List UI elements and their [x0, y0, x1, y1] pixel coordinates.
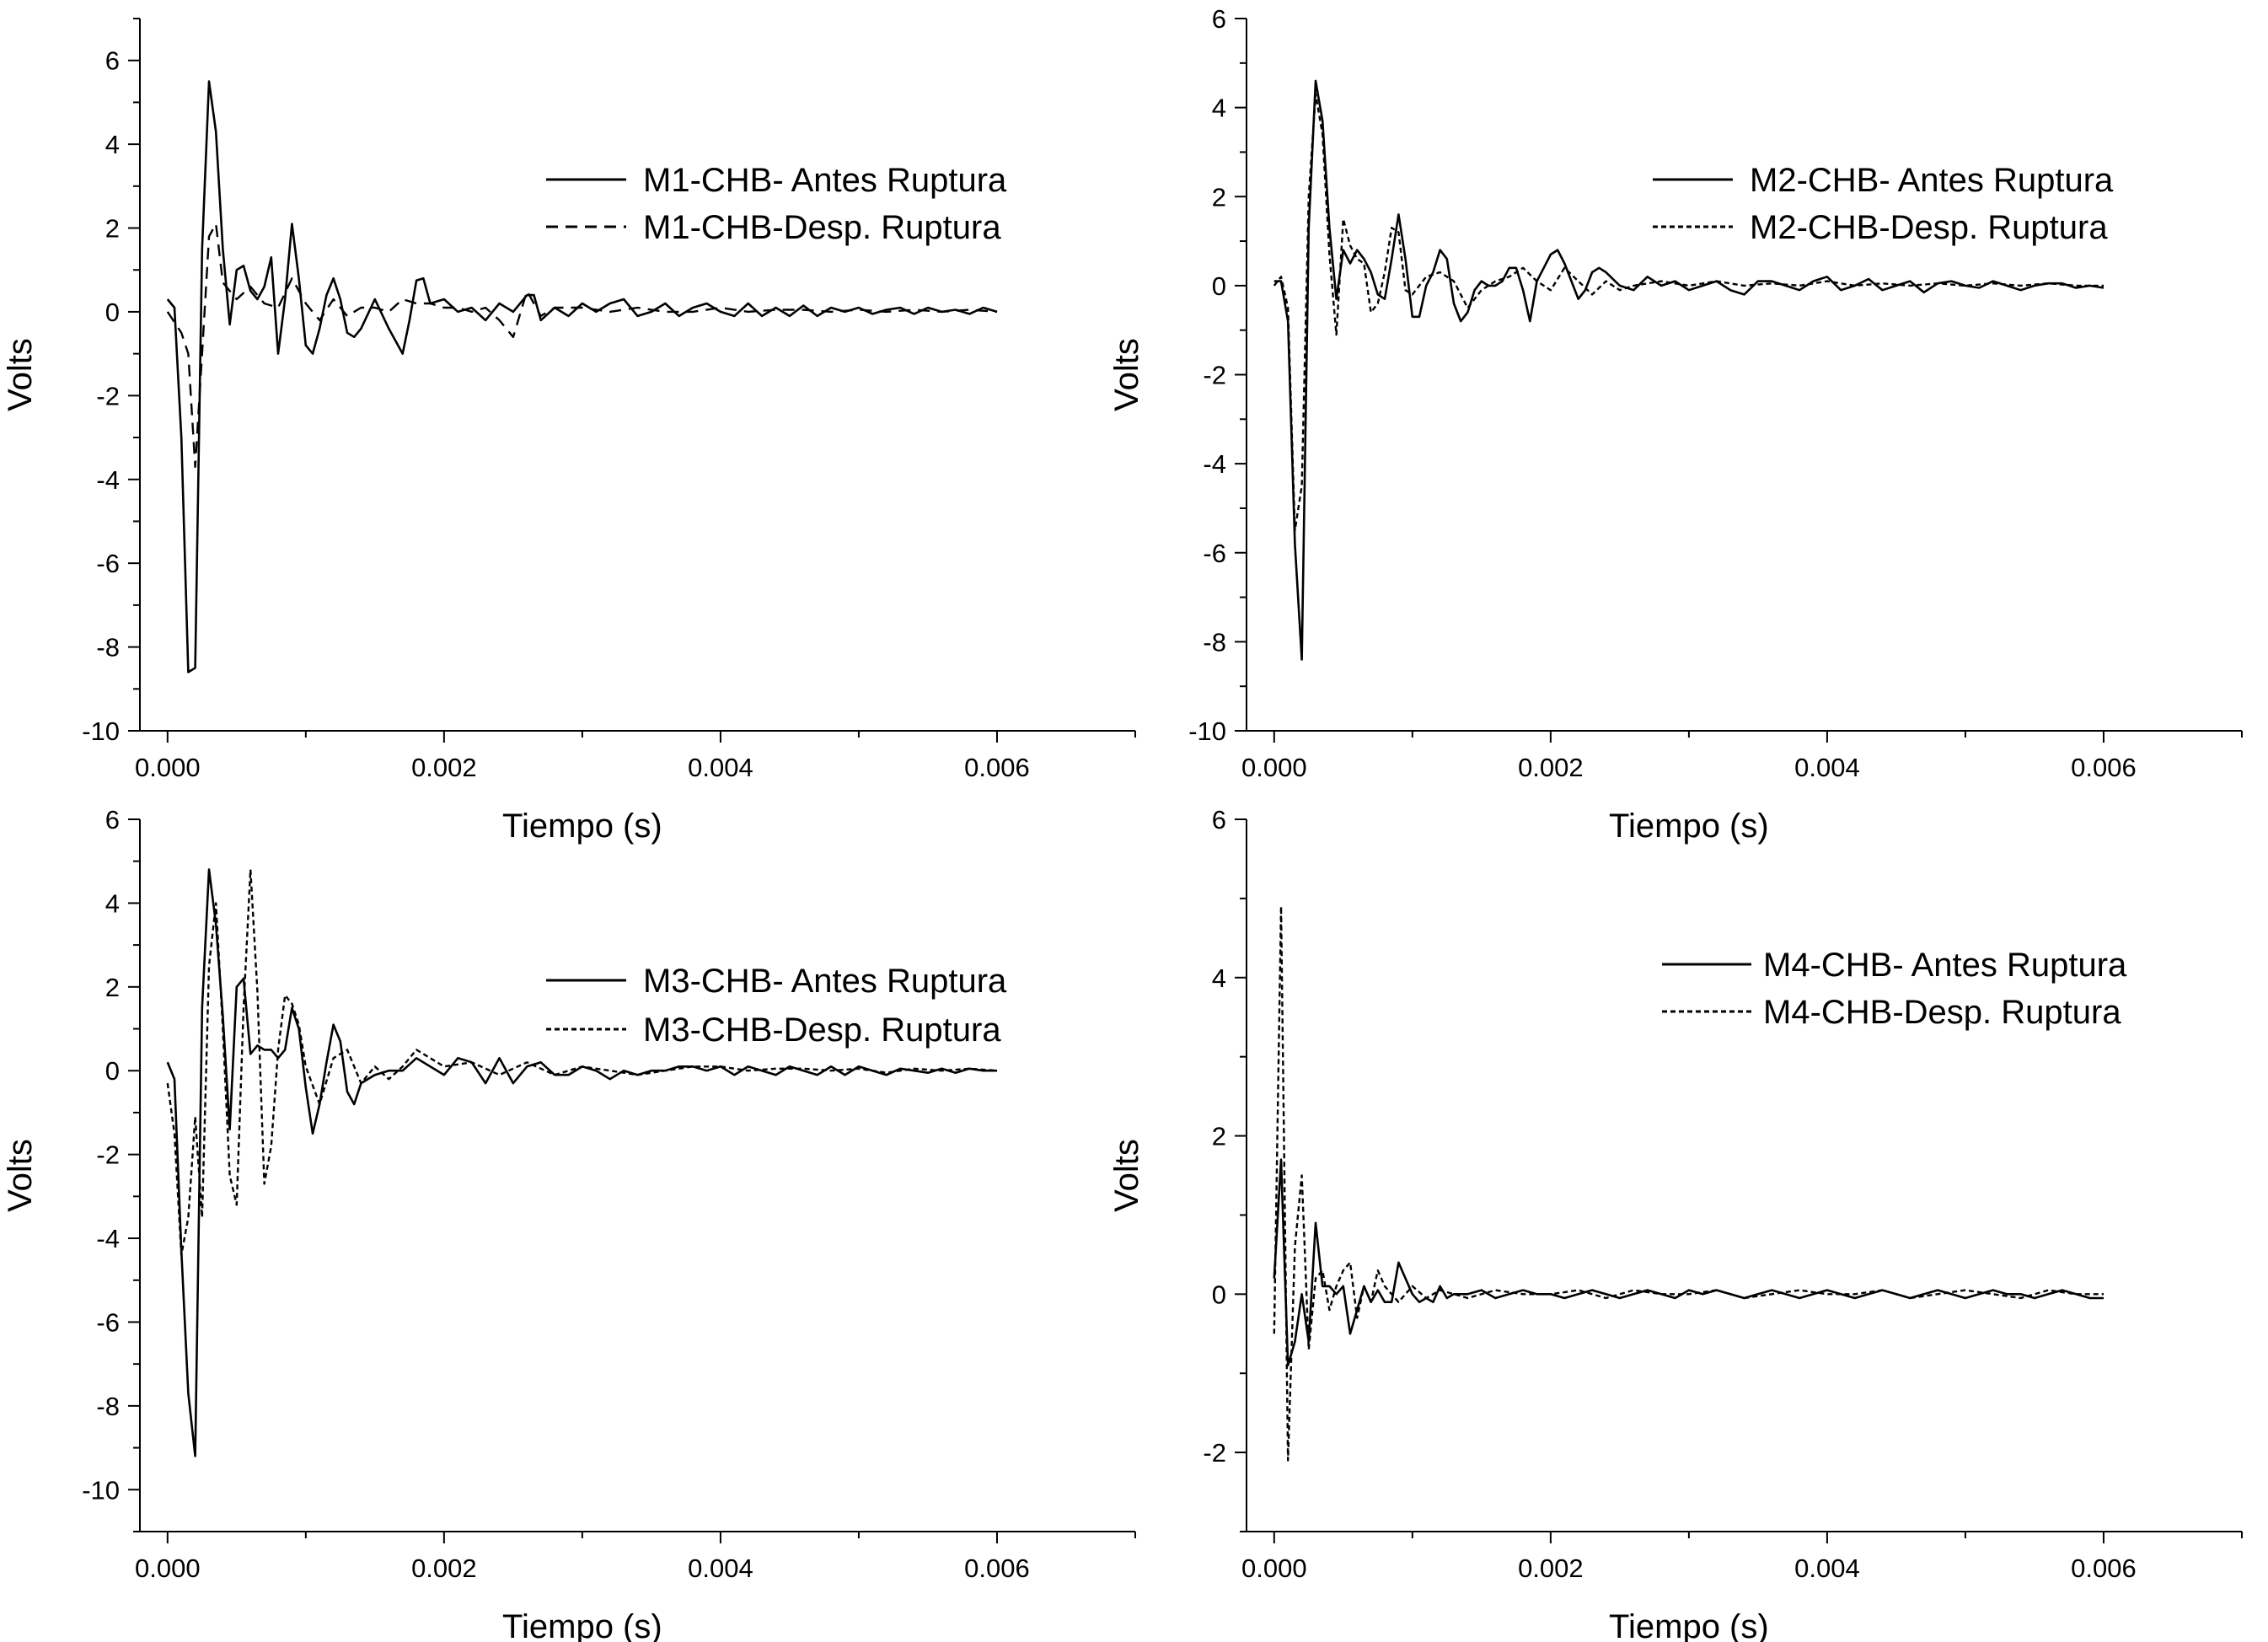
- y-tick-label: -8: [96, 633, 120, 663]
- y-tick-label: -2: [1203, 361, 1226, 390]
- legend: M1-CHB- Antes Ruptura M1-CHB-Desp. Ruptur…: [546, 162, 1007, 246]
- y-tick-labels: -10 -8 -6 -4 -2 0 2 4 6: [82, 46, 120, 746]
- y-tick-labels: -2 0 2 4 6: [1203, 805, 1226, 1468]
- legend-label: M4-CHB-Desp. Ruptura: [1763, 994, 2121, 1031]
- y-tick-label: -10: [82, 716, 120, 746]
- y-tick-label: -8: [1203, 627, 1226, 657]
- x-axis-label: Tiempo (s): [1609, 808, 1769, 845]
- tick-marks: [128, 18, 1136, 743]
- x-tick-label: 0.002: [411, 753, 477, 782]
- y-tick-label: -6: [96, 1307, 120, 1337]
- chart-panel-m2: -10 -8 -6 -4 -2 0 2 4 6 0.000 0.002 0.004 0.006 M2-…: [1108, 4, 2243, 845]
- legend-label: M3-CHB- Antes Ruptura: [643, 963, 1007, 1000]
- series-lines: [166, 80, 998, 673]
- y-tick-label: -2: [1203, 1438, 1226, 1468]
- x-tick-label: 0.004: [1794, 753, 1860, 782]
- x-tick-label: 0.004: [688, 1553, 753, 1583]
- y-tick-label: 4: [105, 888, 120, 918]
- y-tick-label: -2: [96, 1140, 120, 1170]
- x-tick-label: 0.006: [2071, 1553, 2137, 1583]
- y-tick-label: 0: [105, 298, 120, 327]
- y-tick-label: 6: [105, 805, 120, 834]
- y-axis-label: Volts: [2, 1139, 39, 1212]
- x-tick-label: 0.000: [1241, 753, 1307, 782]
- tick-marks: [1235, 18, 2243, 743]
- x-tick-label: 0.000: [1241, 1553, 1307, 1583]
- chart-panel-m4: -2 0 2 4 6 0.000 0.002 0.004 0.006 M4-CHB- Ante…: [1108, 805, 2243, 1642]
- y-tick-label: 6: [105, 46, 120, 76]
- y-tick-label: 2: [105, 973, 120, 1002]
- x-axis-label: Tiempo (s): [1609, 1608, 1769, 1642]
- tick-marks: [128, 818, 1136, 1543]
- y-tick-label: -8: [96, 1392, 120, 1421]
- legend-label: M2-CHB-Desp. Ruptura: [1750, 209, 2108, 246]
- y-tick-label: 4: [1212, 94, 1226, 123]
- x-tick-label: 0.006: [964, 1553, 1030, 1583]
- y-tick-label: -10: [82, 1475, 120, 1505]
- y-tick-label: 6: [1212, 805, 1226, 834]
- y-tick-label: 6: [1212, 4, 1226, 34]
- y-tick-label: 0: [105, 1056, 120, 1086]
- chart-panel-m3: -10 -8 -6 -4 -2 0 2 4 6 0.000 0.002 0.004 0.006 M3-…: [2, 805, 1136, 1642]
- y-tick-label: -4: [1203, 449, 1226, 479]
- legend-label: M1-CHB- Antes Ruptura: [643, 162, 1007, 199]
- x-axis-label: Tiempo (s): [502, 808, 662, 845]
- chart-panel-m1: -10 -8 -6 -4 -2 0 2 4 6 0.000 0.002 0.004 0.006 M1-…: [2, 18, 1136, 845]
- x-tick-label: 0.006: [2071, 753, 2137, 782]
- legend-label: M4-CHB- Antes Ruptura: [1763, 947, 2127, 984]
- legend-label: M3-CHB-Desp. Ruptura: [643, 1011, 1001, 1049]
- x-tick-labels: 0.000 0.002 0.004 0.006: [1241, 753, 2137, 782]
- y-tick-label: -2: [96, 381, 120, 410]
- y-tick-label: -6: [1203, 539, 1226, 568]
- legend-label: M2-CHB- Antes Ruptura: [1750, 162, 2114, 199]
- series-line-antes: [166, 80, 998, 673]
- y-tick-label: -4: [96, 1224, 120, 1253]
- x-tick-label: 0.004: [688, 753, 753, 782]
- x-axis-label: Tiempo (s): [502, 1608, 662, 1642]
- y-axis-label: Volts: [1108, 338, 1145, 411]
- y-tick-labels: -10 -8 -6 -4 -2 0 2 4 6: [82, 805, 120, 1505]
- y-tick-label: -4: [96, 465, 120, 495]
- x-tick-labels: 0.000 0.002 0.004 0.006: [135, 753, 1030, 782]
- x-tick-label: 0.006: [964, 753, 1030, 782]
- y-axis-label: Volts: [2, 338, 39, 411]
- y-tick-label: -6: [96, 549, 120, 578]
- y-tick-label: 2: [1212, 1122, 1226, 1151]
- y-tick-label: 4: [1212, 963, 1226, 993]
- y-tick-label: 0: [1212, 1280, 1226, 1309]
- y-tick-labels: -10 -8 -6 -4 -2 0 2 4 6: [1188, 4, 1226, 746]
- x-tick-labels: 0.000 0.002 0.004 0.006: [135, 1553, 1030, 1583]
- y-tick-label: -10: [1188, 716, 1226, 746]
- legend: M4-CHB- Antes Ruptura M4-CHB-Desp. Ruptur…: [1662, 947, 2127, 1031]
- series-lines: [1273, 79, 2104, 661]
- y-axis-label: Volts: [1108, 1139, 1145, 1212]
- x-tick-label: 0.002: [411, 1553, 477, 1583]
- legend-label: M1-CHB-Desp. Ruptura: [643, 209, 1001, 246]
- legend: M2-CHB- Antes Ruptura M2-CHB-Desp. Ruptur…: [1653, 162, 2114, 246]
- legend: M3-CHB- Antes Ruptura M3-CHB-Desp. Ruptur…: [546, 963, 1007, 1049]
- x-tick-label: 0.000: [135, 753, 201, 782]
- x-tick-label: 0.002: [1518, 753, 1584, 782]
- series-line-despues: [166, 868, 998, 1257]
- x-tick-label: 0.004: [1794, 1553, 1860, 1583]
- x-tick-labels: 0.000 0.002 0.004 0.006: [1241, 1553, 2137, 1583]
- y-tick-label: 4: [105, 130, 120, 159]
- series-line-antes: [1273, 79, 2104, 661]
- y-tick-label: 0: [1212, 271, 1226, 301]
- series-line-despues: [166, 223, 998, 469]
- x-tick-label: 0.000: [135, 1553, 201, 1583]
- series-lines: [166, 868, 998, 1457]
- y-tick-label: 2: [105, 214, 120, 244]
- y-tick-label: 2: [1212, 182, 1226, 212]
- series-lines: [1273, 905, 2104, 1462]
- tick-marks: [1235, 818, 2243, 1543]
- series-line-antes: [1273, 1158, 2104, 1367]
- series-line-despues: [1273, 905, 2104, 1462]
- series-line-despues: [1273, 93, 2104, 532]
- x-tick-label: 0.002: [1518, 1553, 1584, 1583]
